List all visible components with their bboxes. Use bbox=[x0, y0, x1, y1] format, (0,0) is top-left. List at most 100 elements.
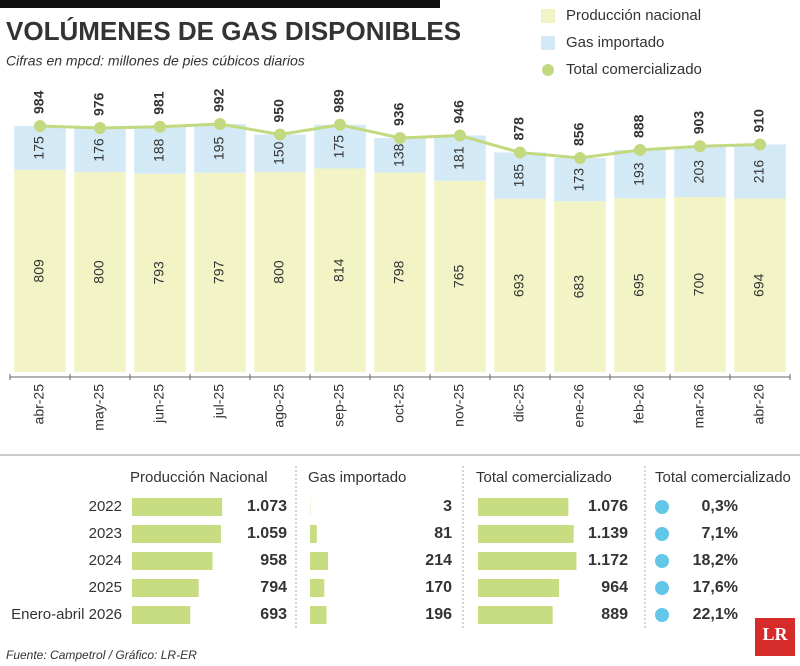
x-tick-label: jul-25 bbox=[211, 384, 227, 419]
table-value: 1.059 bbox=[247, 525, 287, 542]
table-bar bbox=[132, 606, 191, 624]
table-bar bbox=[132, 552, 213, 570]
table-bar bbox=[132, 579, 199, 597]
table-value: 3 bbox=[443, 498, 452, 515]
table-value: 17,6% bbox=[693, 579, 738, 596]
value-label: 150 bbox=[271, 141, 287, 165]
bar-segment bbox=[554, 158, 606, 202]
total-point bbox=[334, 118, 346, 131]
dot bbox=[655, 608, 669, 622]
value-label: 800 bbox=[271, 260, 287, 284]
legend-label: Total comercializado bbox=[566, 61, 702, 78]
bar-segment bbox=[614, 198, 666, 372]
table-bar bbox=[478, 579, 559, 597]
legend-marker bbox=[541, 36, 555, 50]
x-tick-label: oct-25 bbox=[391, 384, 407, 423]
total-point bbox=[634, 144, 646, 156]
table-value: 170 bbox=[425, 579, 452, 596]
row-label: 2023 bbox=[89, 525, 122, 542]
value-label: 693 bbox=[511, 273, 527, 297]
row-label: 2022 bbox=[89, 498, 122, 515]
bar-segment bbox=[374, 172, 426, 372]
table-value: 22,1% bbox=[693, 606, 738, 623]
x-tick-label: ago-25 bbox=[271, 384, 287, 428]
x-tick-label: nov-25 bbox=[451, 384, 467, 427]
total-point bbox=[214, 118, 226, 130]
table-bar bbox=[478, 498, 569, 516]
table-value: 958 bbox=[260, 552, 287, 569]
table-value: 196 bbox=[425, 606, 452, 623]
bar-segment bbox=[314, 124, 366, 169]
total-label: 910 bbox=[751, 109, 767, 133]
table-value: 1.139 bbox=[588, 525, 628, 542]
legend-label: Gas importado bbox=[566, 34, 664, 51]
table-bar bbox=[310, 552, 328, 570]
bar-segment bbox=[674, 197, 726, 372]
value-label: 800 bbox=[91, 260, 107, 284]
column-header: Gas importado bbox=[308, 469, 406, 486]
title-bar bbox=[0, 0, 440, 8]
row-label: 2025 bbox=[89, 579, 122, 596]
total-label: 888 bbox=[631, 114, 647, 138]
value-label: 700 bbox=[691, 273, 707, 297]
bar-segment bbox=[314, 168, 366, 372]
x-tick-label: abr-26 bbox=[751, 384, 767, 425]
table-value: 889 bbox=[601, 606, 628, 623]
value-label: 138 bbox=[391, 143, 407, 167]
legend-label: Producción nacional bbox=[566, 7, 701, 24]
value-label: 176 bbox=[91, 138, 107, 162]
column-header: Total comercializado bbox=[655, 469, 791, 486]
x-tick-label: jun-25 bbox=[151, 384, 167, 424]
table-value: 794 bbox=[260, 579, 287, 596]
dot bbox=[655, 500, 669, 514]
total-label: 976 bbox=[91, 92, 107, 116]
bar-segment bbox=[134, 173, 186, 372]
bar-segment bbox=[494, 198, 546, 372]
table-value: 693 bbox=[260, 606, 287, 623]
value-label: 195 bbox=[211, 136, 227, 160]
column-header: Total comercializado bbox=[476, 469, 612, 486]
value-label: 216 bbox=[751, 160, 767, 184]
value-label: 175 bbox=[31, 136, 47, 160]
value-label: 188 bbox=[151, 138, 167, 162]
legend-marker bbox=[541, 9, 555, 23]
value-label: 809 bbox=[31, 259, 47, 283]
total-point bbox=[394, 132, 406, 144]
x-tick-label: ene-26 bbox=[571, 384, 587, 428]
bar-segment bbox=[674, 146, 726, 197]
table-bar bbox=[478, 606, 553, 624]
value-label: 181 bbox=[451, 146, 467, 170]
value-label: 193 bbox=[631, 162, 647, 186]
bar-segment bbox=[614, 150, 666, 199]
value-label: 797 bbox=[211, 260, 227, 284]
total-label: 856 bbox=[571, 122, 587, 146]
value-label: 173 bbox=[571, 168, 587, 192]
total-label: 878 bbox=[511, 117, 527, 141]
chart-title: VOLÚMENES DE GAS DISPONIBLES bbox=[6, 16, 461, 46]
bar-segment bbox=[434, 180, 486, 372]
bar-segment bbox=[254, 172, 306, 372]
value-label: 798 bbox=[391, 260, 407, 284]
table-value: 1.172 bbox=[588, 552, 628, 569]
x-tick-label: abr-25 bbox=[31, 384, 47, 425]
total-label: 950 bbox=[271, 99, 287, 123]
value-label: 683 bbox=[571, 275, 587, 299]
table-value: 18,2% bbox=[693, 552, 738, 569]
value-label: 185 bbox=[511, 164, 527, 188]
table-bar bbox=[310, 525, 317, 543]
bar-segment bbox=[194, 124, 246, 173]
dot bbox=[655, 554, 669, 568]
table-value: 1.076 bbox=[588, 498, 628, 515]
dot bbox=[655, 527, 669, 541]
total-point bbox=[274, 128, 286, 141]
total-point bbox=[694, 140, 706, 153]
row-label: Enero-abril 2026 bbox=[11, 606, 122, 623]
source: Fuente: Campetrol / Gráfico: LR-ER bbox=[6, 648, 197, 662]
value-label: 695 bbox=[631, 273, 647, 297]
value-label: 814 bbox=[331, 258, 347, 282]
table-value: 1.073 bbox=[247, 498, 287, 515]
table-bar bbox=[310, 579, 325, 597]
bar-segment bbox=[74, 128, 126, 172]
bar-segment bbox=[14, 126, 66, 170]
